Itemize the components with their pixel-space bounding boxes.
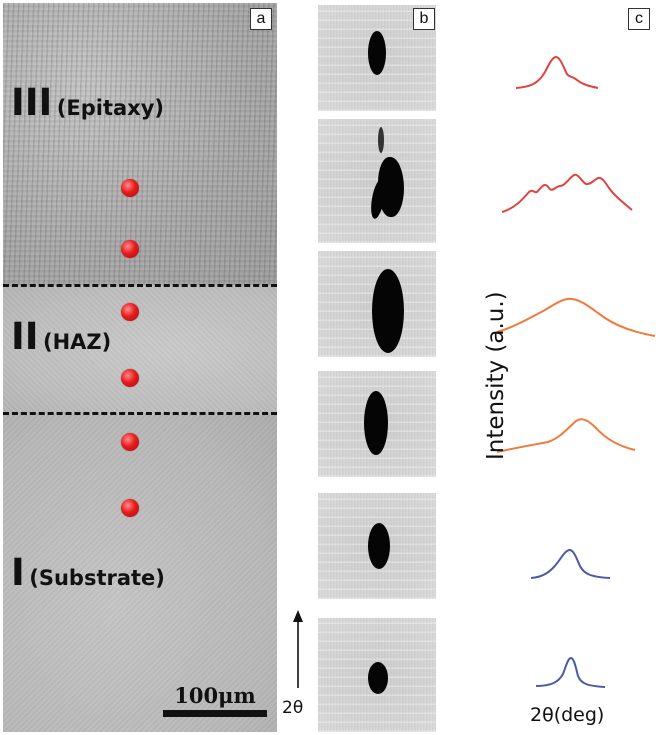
panel-tag-c: c [628, 8, 650, 30]
measurement-point [121, 179, 139, 197]
micrograph-panel: III (Epitaxy) II (HAZ) I (Substrate) 100… [3, 3, 277, 732]
curve-haz-1 [496, 297, 656, 337]
y-axis-label: Intensity (a.u.) [483, 291, 509, 460]
diffraction-frame [318, 618, 436, 732]
x-axis-label: 2θ(deg) [530, 704, 605, 726]
region-label-epitaxy: III (Epitaxy) [11, 81, 164, 124]
scale-bar [163, 710, 267, 717]
diffraction-spot [364, 391, 388, 455]
two-theta-axis-label: 2θ [282, 698, 304, 718]
diffraction-frame [318, 251, 436, 357]
curve-substrate-1 [530, 548, 611, 579]
diffraction-frame [318, 371, 436, 477]
diffraction-streak [378, 127, 384, 153]
boundary-epitaxy-haz [3, 284, 277, 287]
substrate-zone [3, 415, 277, 732]
region-label-haz: II (HAZ) [11, 315, 112, 358]
curve-substrate-2 [535, 656, 606, 688]
diffraction-spot [368, 523, 390, 569]
diffraction-spot [368, 31, 386, 75]
measurement-point [121, 303, 139, 321]
curve-epitaxy-1 [515, 55, 599, 89]
panel-tag-a: a [250, 8, 272, 30]
curve-haz-2 [496, 418, 636, 453]
boundary-haz-substrate [3, 412, 277, 415]
two-theta-arrow-icon [293, 610, 303, 688]
measurement-point [121, 240, 139, 258]
region-label-substrate: I (Substrate) [11, 551, 165, 594]
measurement-point [121, 433, 139, 451]
diffraction-frame [318, 493, 436, 599]
diffraction-spot [368, 662, 388, 694]
measurement-point [121, 369, 139, 387]
curve-epitaxy-2 [501, 173, 633, 213]
intensity-curves [496, 55, 656, 688]
measurement-point [121, 499, 139, 517]
scale-bar-label: 100μm [174, 683, 256, 708]
diffraction-frame [318, 119, 436, 243]
panel-tag-b: b [413, 8, 435, 30]
haz-zone [3, 285, 277, 415]
epitaxy-zone [3, 3, 277, 285]
diffraction-spot [372, 269, 404, 353]
